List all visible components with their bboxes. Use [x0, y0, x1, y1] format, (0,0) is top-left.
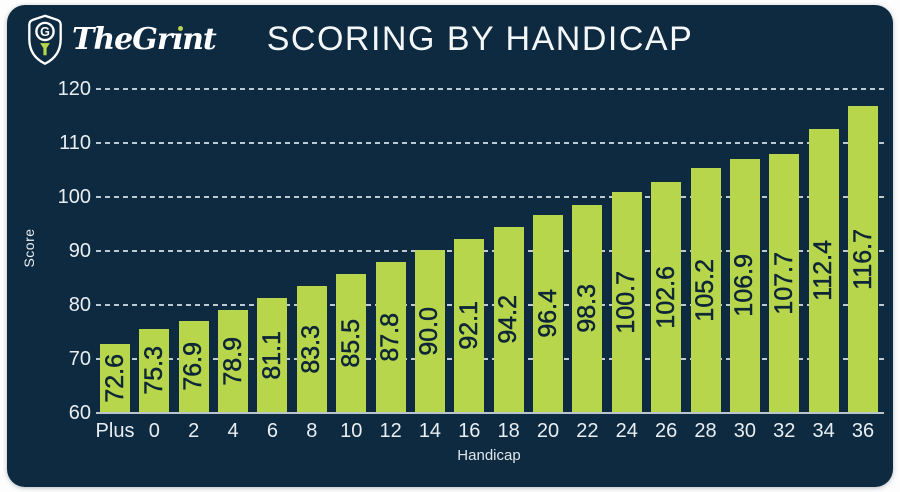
y-tick-label: 120 — [57, 78, 91, 100]
x-tick-label: 20 — [536, 420, 560, 442]
bar-chart: 60 70 80 90 100 110 120 72.6 75.3 76.9 78.9 81.1 83… — [7, 5, 893, 487]
gridline — [96, 88, 884, 90]
x-tick-label: 14 — [418, 420, 442, 442]
x-tick-label: 32 — [773, 420, 796, 442]
x-tick-label: 8 — [306, 420, 318, 442]
bar: 98.3 — [572, 205, 603, 412]
gridline — [96, 304, 884, 306]
bar-value-label: 100.7 — [612, 270, 641, 334]
x-axis-line — [96, 412, 884, 414]
bar-value-label: 102.6 — [651, 265, 680, 329]
bar: 81.1 — [257, 298, 288, 412]
x-tick-label: 12 — [379, 420, 402, 442]
bar: 116.7 — [848, 105, 878, 412]
bar: 85.5 — [336, 274, 367, 412]
bar-value-label: 72.6 — [100, 353, 129, 403]
gridline — [96, 250, 884, 252]
bar: 83.3 — [296, 286, 327, 412]
x-tick-label: 4 — [227, 420, 239, 442]
x-tick-label: 18 — [497, 420, 520, 442]
bar-value-label: 78.9 — [218, 336, 247, 386]
bar-value-label: 116.7 — [848, 228, 877, 290]
bar-value-label: 106.9 — [730, 254, 759, 317]
bar-value-label: 81.1 — [257, 330, 287, 380]
bar-value-label: 92.1 — [454, 300, 484, 350]
bar: 75.3 — [139, 329, 170, 412]
bar-value-label: 85.5 — [336, 318, 365, 368]
bar: 92.1 — [454, 238, 485, 412]
x-tick-label: 26 — [655, 420, 678, 442]
bar-value-label: 94.2 — [494, 295, 523, 344]
bar: 102.6 — [651, 181, 682, 412]
gridline — [96, 358, 884, 360]
y-tick-label: 70 — [68, 348, 91, 370]
brand-i-dot — [177, 26, 183, 31]
bar-value-label: 98.3 — [572, 284, 602, 333]
bar: 94.2 — [493, 227, 524, 412]
y-axis-title: Score — [21, 228, 37, 268]
gridline — [96, 142, 884, 144]
x-tick-label: 30 — [733, 420, 757, 442]
x-tick-label: 24 — [615, 420, 638, 442]
bar-value-label: 112.4 — [809, 240, 838, 301]
bar: 107.7 — [769, 154, 800, 412]
y-tick-label: 100 — [57, 186, 91, 208]
bar: 76.9 — [178, 320, 209, 412]
y-tick-label: 110 — [59, 132, 91, 154]
bar: 100.7 — [611, 192, 642, 412]
bar: 72.6 — [100, 343, 130, 412]
x-axis-title: Handicap — [457, 447, 521, 464]
bar-value-label: 87.8 — [376, 312, 405, 362]
bar-value-label: 75.3 — [139, 346, 169, 396]
x-tick-label: 22 — [576, 420, 599, 442]
gridline — [96, 196, 884, 198]
svg-text:G: G — [40, 25, 50, 39]
bar: 106.9 — [729, 158, 760, 412]
x-tick-label: Plus — [95, 420, 135, 442]
x-tick-label: 36 — [851, 420, 875, 442]
x-tick-label: 0 — [148, 420, 160, 442]
x-tick-label: 6 — [266, 420, 279, 442]
bar: 96.4 — [533, 215, 564, 412]
bar-value-label: 90.0 — [415, 306, 444, 356]
chart-title: SCORING BY HANDICAP — [266, 20, 694, 58]
bar: 105.2 — [690, 167, 721, 412]
thegrint-logo: G TheGrı nt — [27, 14, 217, 66]
bar: 87.8 — [375, 261, 406, 412]
x-tick-label: 34 — [812, 420, 835, 442]
x-tick-label: 28 — [694, 420, 717, 442]
brand-name: TheGrı nt — [72, 22, 217, 57]
bar-value-label: 96.4 — [533, 289, 562, 339]
bar: 112.4 — [808, 129, 839, 412]
bar-value-label: 76.9 — [179, 342, 208, 391]
y-tick-label: 60 — [68, 402, 91, 424]
bar-value-label: 107.7 — [769, 251, 799, 315]
bar: 90.0 — [414, 250, 445, 412]
x-tick-label: 16 — [458, 420, 481, 442]
bar: 78.9 — [218, 309, 249, 412]
bar-value-label: 83.3 — [297, 324, 326, 374]
shield-golf-icon: G — [28, 14, 62, 66]
x-tick-label: 10 — [340, 420, 363, 442]
y-tick-label: 80 — [68, 294, 91, 316]
bar-value-label: 105.2 — [691, 258, 720, 322]
y-tick-label: 90 — [68, 240, 91, 262]
chart-card: G TheGrı nt SCORING BY HANDICAP 60 70 80 90 1… — [7, 5, 893, 487]
x-tick-label: 2 — [188, 420, 200, 442]
